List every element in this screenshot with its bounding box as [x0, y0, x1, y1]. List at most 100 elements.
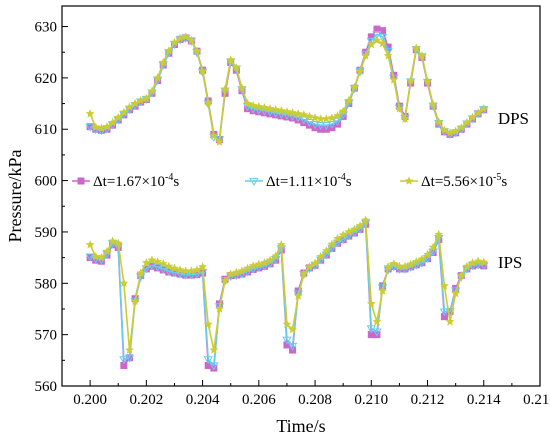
data-point: [293, 109, 303, 118]
x-tick-label: 0.204: [186, 392, 220, 408]
data-point: [423, 249, 433, 259]
data-point: [85, 240, 95, 249]
data-point: [259, 258, 269, 267]
data-point: [293, 291, 303, 300]
annotation-dps: DPS: [498, 109, 529, 128]
data-point: [366, 299, 376, 308]
data-point: [372, 328, 382, 337]
x-tick-label: 0.202: [129, 392, 163, 408]
data-point: [226, 55, 236, 64]
data-point: [248, 261, 258, 270]
marker-group: [85, 32, 489, 146]
data-point: [321, 246, 331, 255]
data-point: [411, 257, 421, 266]
data-point: [355, 221, 365, 230]
plot-frame: [61, 5, 541, 387]
data-point: [220, 276, 230, 285]
data-point: [361, 51, 371, 60]
data-point: [181, 32, 191, 41]
data-point: [404, 176, 414, 185]
data-point: [287, 342, 298, 351]
data-point: [366, 37, 376, 46]
data-point: [473, 256, 483, 266]
data-point: [282, 107, 292, 116]
data-point: [428, 242, 438, 252]
data-point: [333, 233, 343, 243]
data-point: [108, 117, 118, 127]
data-point: [338, 106, 348, 116]
x-tick-label: 0.212: [411, 392, 445, 408]
data-point: [310, 113, 320, 122]
data-point: [119, 278, 129, 288]
data-point: [338, 230, 348, 239]
data-point: [344, 227, 354, 236]
data-point: [120, 361, 128, 369]
data-point: [192, 46, 202, 56]
data-point: [209, 345, 219, 354]
marker-group: [86, 220, 488, 372]
data-point: [209, 362, 219, 371]
data-point: [91, 251, 101, 261]
data-point: [417, 51, 427, 60]
y-tick-label: 630: [35, 20, 58, 36]
data-point: [203, 356, 213, 365]
data-point: [456, 122, 466, 132]
data-point: [243, 263, 253, 273]
data-point: [237, 266, 247, 275]
data-point: [164, 261, 174, 271]
data-point: [479, 103, 489, 113]
data-point: [445, 317, 455, 326]
data-point: [214, 304, 224, 313]
data-point: [119, 107, 129, 117]
data-point: [231, 62, 241, 72]
series-star: [85, 32, 489, 354]
data-point: [440, 313, 448, 321]
data-point: [288, 324, 298, 334]
data-point: [400, 261, 410, 271]
data-point: [271, 251, 281, 260]
data-point: [377, 284, 388, 293]
data-point: [377, 33, 388, 42]
data-point: [288, 108, 298, 117]
data-point: [231, 267, 241, 277]
data-point: [147, 86, 157, 96]
data-point: [276, 240, 286, 249]
data-point: [124, 345, 134, 354]
data-point: [130, 296, 140, 306]
data-point: [203, 319, 213, 329]
legend-label: Δt=1.67×10-4s: [93, 172, 179, 190]
data-point: [327, 121, 337, 130]
x-axis-ticks: 0.200 0.202 0.204 0.206 0.208 0.210 0.212 0.214…: [73, 380, 550, 408]
data-point: [479, 257, 489, 267]
data-point: [85, 253, 95, 262]
data-point: [108, 236, 118, 246]
data-point: [332, 117, 343, 127]
data-point: [175, 265, 185, 274]
data-point: [383, 51, 393, 60]
data-point: [113, 238, 123, 248]
data-point: [293, 290, 303, 299]
data-point: [192, 265, 202, 274]
data-point: [158, 265, 168, 274]
series-layer: [85, 25, 489, 372]
data-point: [456, 270, 466, 280]
data-point: [276, 106, 286, 115]
data-point: [198, 262, 208, 271]
data-point: [169, 263, 179, 273]
data-point: [310, 121, 320, 130]
data-point: [462, 261, 472, 271]
data-point: [214, 137, 224, 146]
data-point: [304, 118, 315, 128]
data-point: [361, 215, 371, 224]
y-tick-label: 600: [35, 174, 58, 190]
data-point: [366, 39, 376, 49]
data-point: [434, 229, 444, 239]
legend-item: Δt=1.11×10-4s: [245, 172, 352, 190]
data-point: [310, 258, 320, 268]
data-point: [434, 117, 444, 126]
data-point: [136, 95, 146, 105]
data-point: [372, 317, 382, 326]
plot-border: [61, 5, 541, 387]
y-tick-label: 590: [35, 225, 58, 241]
legend-label: Δt=1.11×10-4s: [266, 172, 352, 190]
